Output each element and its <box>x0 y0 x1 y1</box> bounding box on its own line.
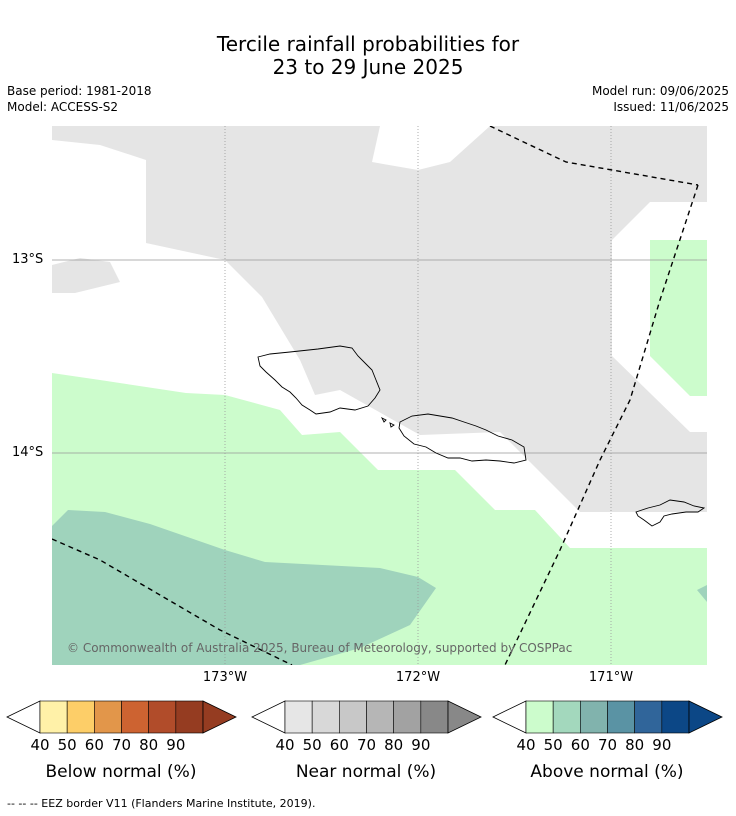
colorbar-below-tick-60: 60 <box>84 736 104 754</box>
colorbar-above-segment-2 <box>580 700 608 734</box>
colorbar-near-tick-70: 70 <box>356 736 377 754</box>
base-period: Base period: 1981-2018 <box>7 84 152 98</box>
colorbar-below-segment-1 <box>66 700 95 734</box>
colorbar-below-segment-2 <box>94 700 122 734</box>
colorbar-below-normal <box>6 700 237 734</box>
eez-footnote: -- -- -- EEZ border V11 (Flanders Marine… <box>7 797 316 810</box>
colorbar-below-segment-3 <box>121 700 149 734</box>
colorbar-near-segment-5 <box>420 700 449 734</box>
colorbar-above-segment-5 <box>661 700 690 734</box>
colorbar-near-tick-90: 90 <box>411 736 431 754</box>
colorbar-above-tick-70: 70 <box>597 736 618 754</box>
colorbar-below-tick-70: 70 <box>111 736 132 754</box>
colorbar-near-tick-50: 50 <box>302 736 322 754</box>
copyright-notice: © Commonwealth of Australia 2025, Bureau… <box>67 641 573 655</box>
savaii-coastline <box>257 345 381 415</box>
colorbar-below-segment-5 <box>175 700 204 734</box>
colorbar-near-normal <box>251 700 482 734</box>
map-title-line2: 23 to 29 June 2025 <box>272 55 464 79</box>
colorbar-above-segment-1 <box>552 700 581 734</box>
eez-border-south <box>52 538 293 665</box>
colorbar-near-tick-40: 40 <box>275 736 295 754</box>
colorbar-near-arrow-right <box>447 700 482 734</box>
colorbar-below-arrow-left <box>6 700 41 734</box>
colorbar-above-arrow-left <box>492 700 527 734</box>
colorbar-above-tick-40: 40 <box>516 736 536 754</box>
colorbar-above-segment-3 <box>607 700 635 734</box>
colorbar-above-segment-4 <box>634 700 663 734</box>
colorbar-near-tick-60: 60 <box>329 736 349 754</box>
apolima-coastline <box>389 422 395 428</box>
colorbar-below-segment-0 <box>39 700 68 734</box>
coastlines <box>257 345 706 527</box>
colorbar-below-tick-50: 50 <box>57 736 77 754</box>
colorbar-label-below: Below normal (%) <box>45 762 197 782</box>
manono-coastline <box>380 416 387 423</box>
model-run: Model run: 09/06/2025 <box>591 84 729 98</box>
map-title-line1: Tercile rainfall probabilities for <box>216 32 520 56</box>
above-normal-region-southeast <box>697 585 707 602</box>
colorbar-label-near: Near normal (%) <box>295 762 437 782</box>
colorbar-above-tick-90: 90 <box>652 736 672 754</box>
lon-label-172w: 172°W <box>395 670 441 685</box>
issued-date: Issued: 11/06/2025 <box>613 100 729 114</box>
eez-border-north <box>489 126 699 186</box>
colorbar-above-tick-80: 80 <box>625 736 645 754</box>
colorbar-near-segment-0 <box>284 700 313 734</box>
model-name: Model: ACCESS-S2 <box>7 100 119 114</box>
colorbar-below-segment-4 <box>148 700 177 734</box>
colorbar-below-tick-80: 80 <box>139 736 159 754</box>
colorbar-above-tick-50: 50 <box>543 736 563 754</box>
lat-label-13s: 13°S <box>12 252 44 267</box>
colorbar-near-segment-4 <box>393 700 422 734</box>
near-normal-region-main <box>52 126 707 512</box>
colorbar-label-above: Above normal (%) <box>530 762 684 782</box>
rainfall-map <box>52 126 707 665</box>
colorbar-above-segment-0 <box>525 700 554 734</box>
eez-border-east <box>504 184 699 665</box>
colorbar-below-tick-40: 40 <box>30 736 50 754</box>
colorbar-above-tick-60: 60 <box>570 736 590 754</box>
tutuila-coastline <box>635 499 706 527</box>
upolu-coastline <box>398 413 527 464</box>
colorbar-above-arrow-right <box>688 700 723 734</box>
colorbar-near-segment-3 <box>366 700 394 734</box>
colorbar-below-tick-90: 90 <box>166 736 186 754</box>
near-normal-region-west <box>52 258 120 293</box>
eez-borders <box>52 126 699 665</box>
lon-label-173w: 173°W <box>202 670 248 685</box>
colorbar-near-segment-1 <box>311 700 340 734</box>
colorbar-near-segment-2 <box>339 700 367 734</box>
colorbar-above-normal <box>492 700 723 734</box>
graticule <box>52 126 707 665</box>
above-normal-region-east <box>650 240 707 396</box>
above-normal-region-southwest <box>52 510 436 665</box>
colorbar-near-tick-80: 80 <box>384 736 404 754</box>
colorbar-near-arrow-left <box>251 700 286 734</box>
lat-label-14s: 14°S <box>12 445 44 460</box>
lon-label-171w: 171°W <box>588 670 634 685</box>
colorbar-below-arrow-right <box>202 700 237 734</box>
